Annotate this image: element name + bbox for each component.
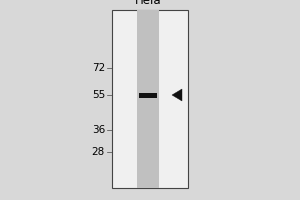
Text: 72: 72 [92,63,105,73]
Bar [139,92,157,98]
Text: 28: 28 [92,147,105,157]
Text: 55: 55 [92,90,105,100]
Text: 36: 36 [92,125,105,135]
Bar [112,10,188,188]
Text: Hela: Hela [135,0,161,7]
Polygon shape [172,89,182,101]
Bar [137,10,159,188]
